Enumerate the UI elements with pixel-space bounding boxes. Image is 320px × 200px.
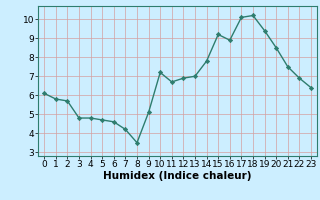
X-axis label: Humidex (Indice chaleur): Humidex (Indice chaleur) — [103, 171, 252, 181]
